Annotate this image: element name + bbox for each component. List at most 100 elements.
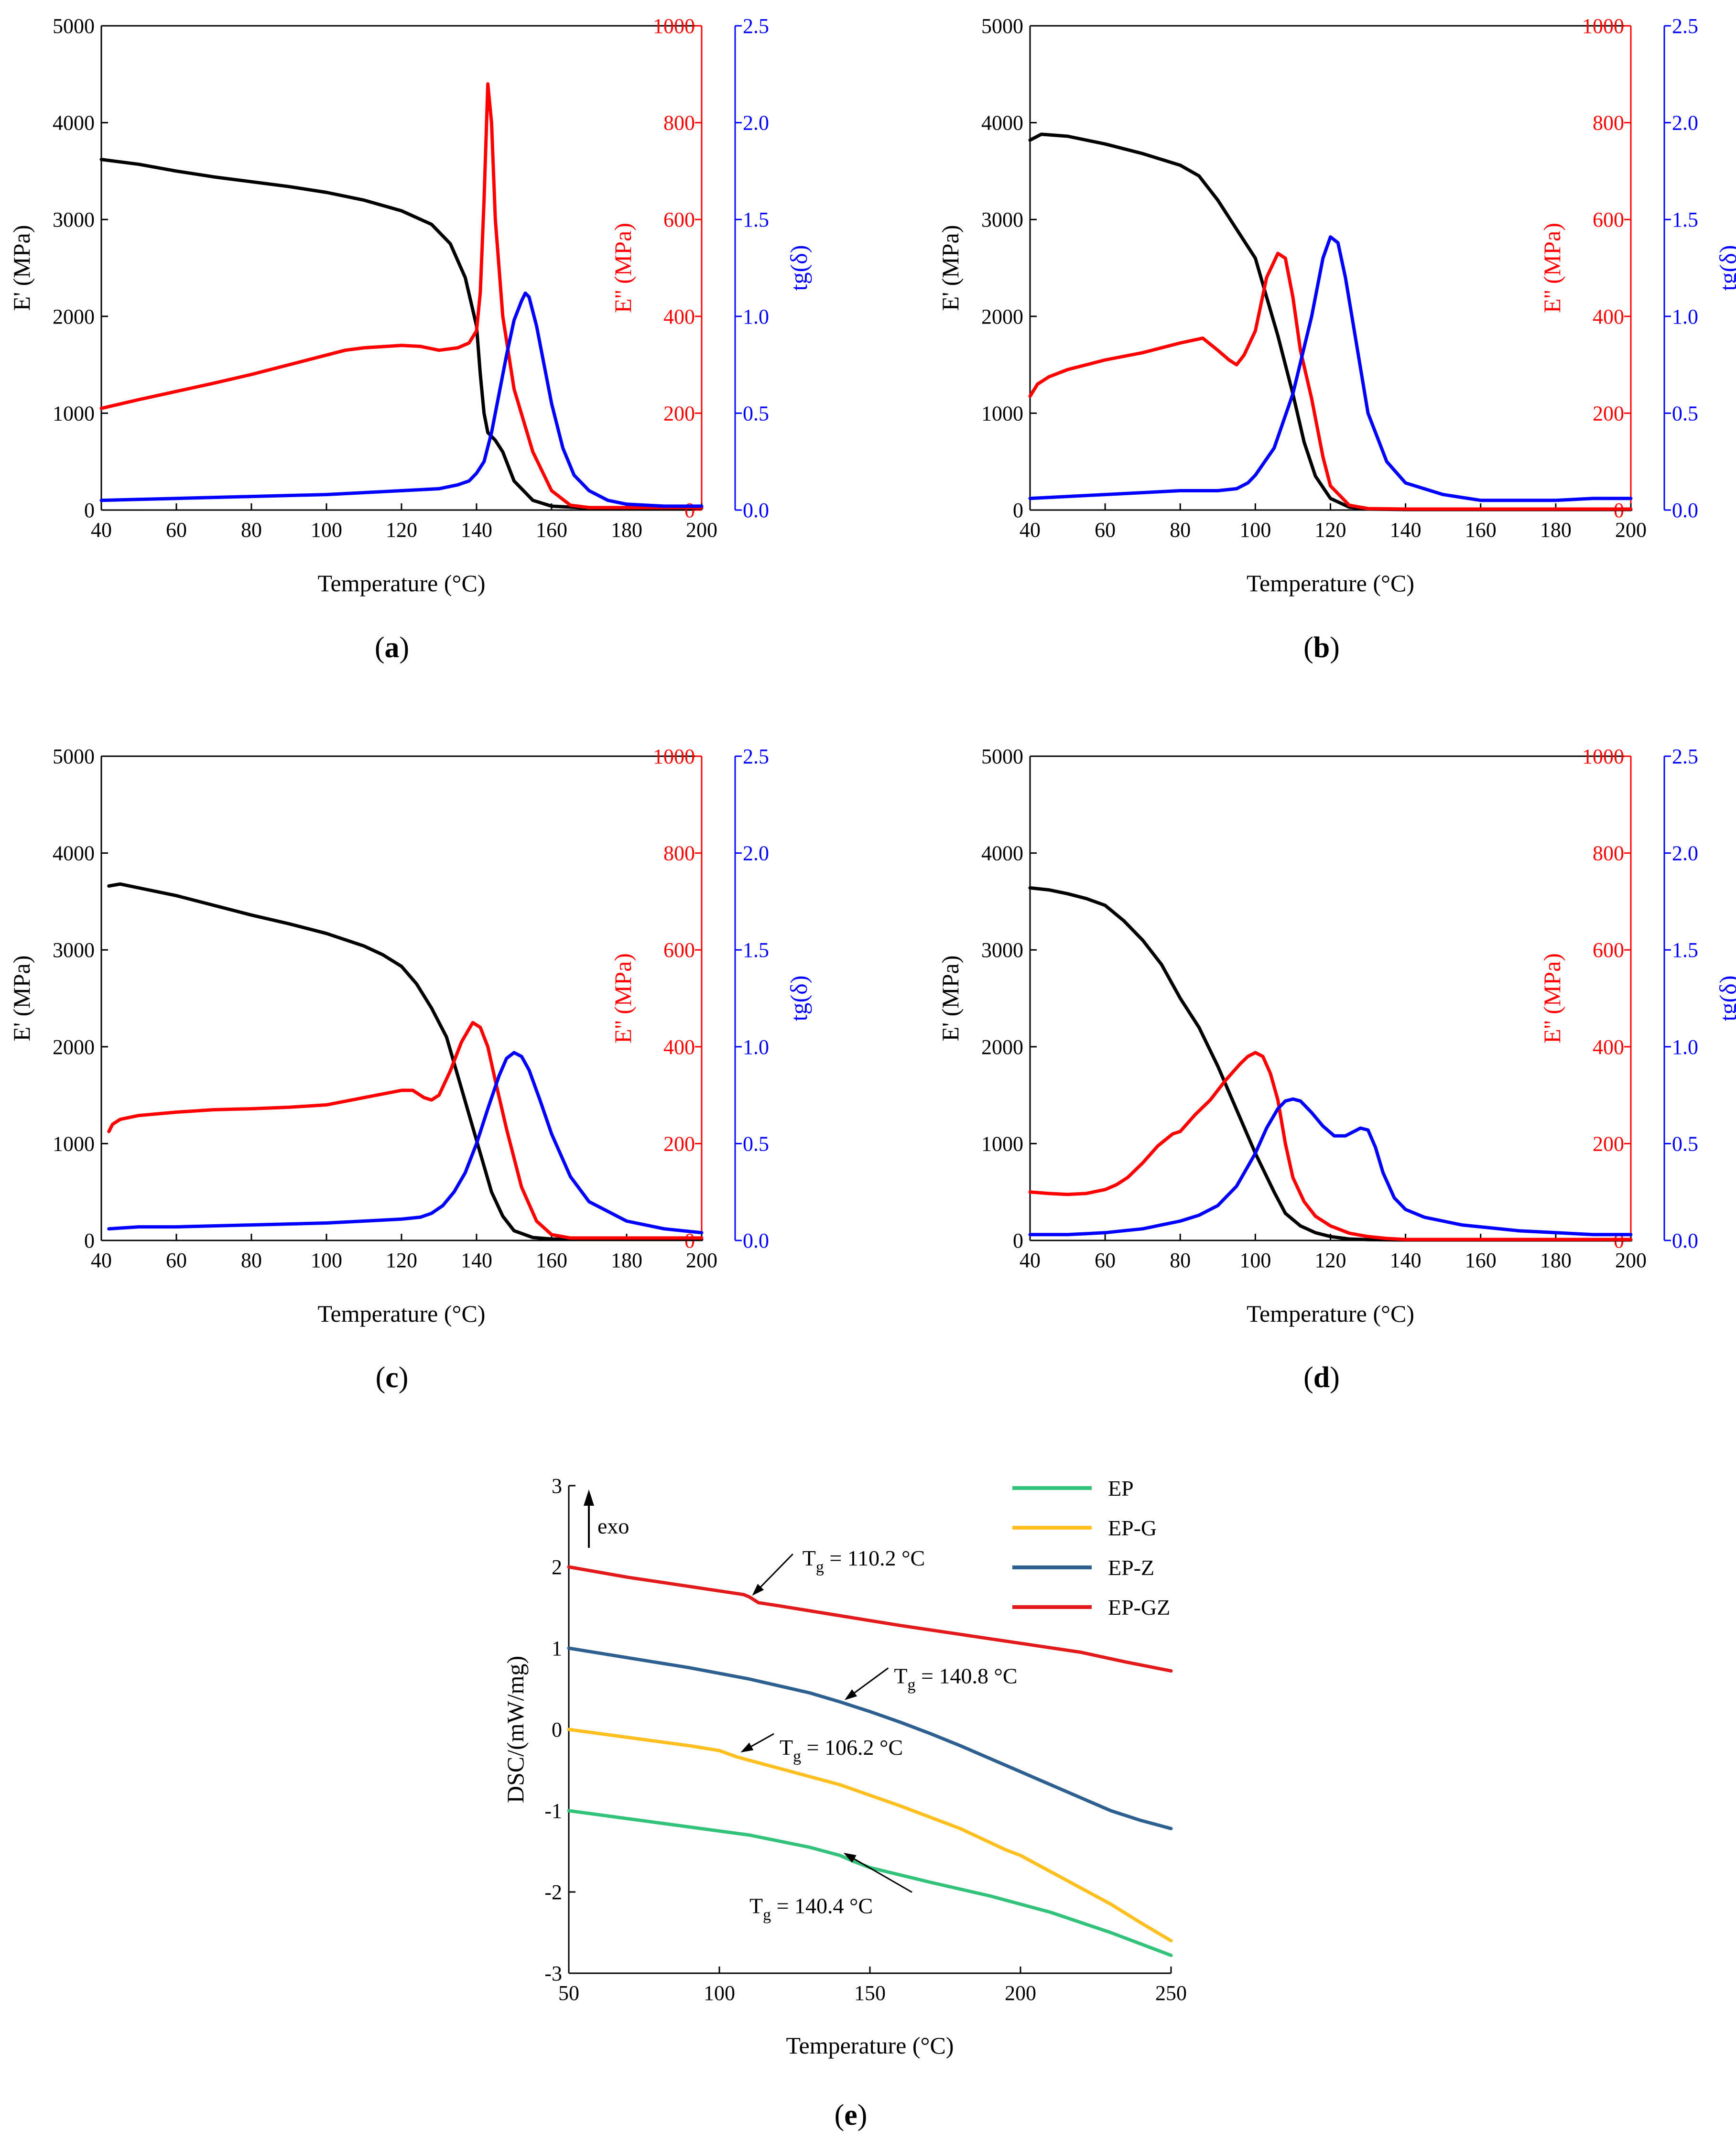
x-tick-label: 180 bbox=[1540, 518, 1572, 542]
y-tick-label: -3 bbox=[544, 1962, 562, 1985]
y-left-tick-label: 4000 bbox=[981, 111, 1023, 135]
annotation-ep-gz: Tg = 110.2 °C bbox=[803, 1546, 925, 1576]
y-right2-tick-label: 2.5 bbox=[1672, 14, 1698, 38]
y-right2-tick-label: 0.0 bbox=[743, 1229, 769, 1252]
annotation-arrow-head bbox=[843, 1852, 857, 1863]
y-right2-tick-label: 1.5 bbox=[743, 208, 769, 231]
y-tick-label: 3 bbox=[552, 1474, 562, 1498]
x-tick-label: 40 bbox=[1020, 518, 1041, 542]
x-tick-label: 60 bbox=[1095, 1249, 1116, 1272]
y-left-tick-label: 1000 bbox=[53, 1132, 95, 1155]
y-right2-tick-label: 1.0 bbox=[1672, 305, 1698, 328]
y-right2-tick-label: 2.0 bbox=[743, 111, 769, 135]
x-tick-label: 200 bbox=[1615, 1249, 1647, 1272]
panel-a: 40 60 80 100 120 140 160 180 2000100020003000400… bbox=[8, 14, 812, 664]
x-tick-label: 80 bbox=[1170, 1249, 1191, 1272]
y-tick-label: -1 bbox=[544, 1799, 562, 1823]
x-tick-label: 200 bbox=[686, 518, 717, 542]
y-left-tick-label: 1000 bbox=[981, 402, 1023, 425]
x-tick-label: 200 bbox=[1615, 518, 1647, 542]
y-left-axis-title: E' (MPa) bbox=[937, 956, 964, 1042]
series-loss-modulus bbox=[99, 82, 704, 510]
y-right1-tick-label: 1000 bbox=[1582, 14, 1624, 38]
y-right1-tick-label: 400 bbox=[1593, 1035, 1624, 1059]
y-right2-axis-title: tg(δ) bbox=[785, 976, 812, 1022]
y-tick-label: 2 bbox=[552, 1555, 562, 1579]
y-left-tick-label: 1000 bbox=[53, 402, 95, 425]
x-tick-label: 140 bbox=[461, 1249, 492, 1272]
y-right1-tick-label: 800 bbox=[663, 111, 695, 135]
series-tan-delta bbox=[1028, 1097, 1633, 1237]
annotation-arrow bbox=[748, 1733, 774, 1749]
x-tick-label: 80 bbox=[241, 518, 262, 542]
x-tick-label: 150 bbox=[854, 1981, 886, 2005]
y-left-tick-label: 4000 bbox=[981, 842, 1023, 865]
y-right2-axis-title: tg(δ) bbox=[1714, 245, 1736, 291]
annotation-ep-g: Tg = 106.2 °C bbox=[780, 1735, 903, 1765]
legend-label: EP-Z bbox=[1108, 1555, 1154, 1580]
y-right1-tick-label: 0 bbox=[684, 499, 695, 522]
y-left-tick-label: 5000 bbox=[53, 745, 95, 768]
x-tick-label: 100 bbox=[311, 518, 342, 542]
legend-label: EP-G bbox=[1108, 1516, 1157, 1540]
y-left-tick-label: 4000 bbox=[53, 842, 95, 865]
y-right2-tick-label: 1.5 bbox=[1672, 208, 1698, 231]
y-right1-tick-label: 600 bbox=[1593, 208, 1624, 231]
y-right2-tick-label: 2.0 bbox=[1672, 111, 1698, 135]
y-right1-tick-label: 1000 bbox=[1582, 745, 1624, 768]
exo-arrow-head bbox=[584, 1489, 594, 1506]
series-ep-gz bbox=[567, 1565, 1173, 1673]
y-axis-title: DSC/(mW/mg) bbox=[502, 1656, 529, 1803]
y-tick-label: 1 bbox=[552, 1637, 562, 1660]
y-right1-tick-label: 600 bbox=[663, 938, 695, 962]
y-right1-tick-label: 200 bbox=[1593, 402, 1624, 425]
y-right2-tick-label: 1.0 bbox=[1672, 1035, 1698, 1059]
series-ep-g bbox=[567, 1728, 1173, 1943]
y-right1-tick-label: 600 bbox=[1593, 938, 1624, 962]
y-right2-tick-label: 2.0 bbox=[743, 842, 769, 865]
y-right2-tick-label: 1.0 bbox=[743, 305, 769, 328]
x-axis-title: Temperature (°C) bbox=[1247, 1300, 1414, 1327]
panel-label: (b) bbox=[1303, 631, 1340, 664]
y-right1-axis-title: E'' (MPa) bbox=[1539, 223, 1565, 313]
x-tick-label: 60 bbox=[1095, 518, 1116, 542]
x-tick-label: 200 bbox=[1005, 1981, 1036, 2005]
y-left-tick-label: 0 bbox=[1013, 1229, 1023, 1252]
y-right2-tick-label: 0.5 bbox=[1672, 402, 1698, 425]
y-right1-axis-title: E'' (MPa) bbox=[609, 953, 636, 1043]
y-right2-tick-label: 0.5 bbox=[743, 402, 769, 425]
y-right1-tick-label: 200 bbox=[663, 1132, 695, 1155]
x-tick-label: 180 bbox=[1540, 1249, 1572, 1272]
x-tick-label: 180 bbox=[611, 1249, 642, 1272]
series-loss-modulus bbox=[107, 1021, 704, 1240]
series-loss-modulus bbox=[1028, 251, 1633, 511]
exo-label: exo bbox=[597, 1514, 629, 1538]
y-left-tick-label: 5000 bbox=[53, 14, 95, 38]
x-tick-label: 160 bbox=[536, 518, 567, 542]
series-storage-modulus bbox=[107, 882, 704, 1241]
y-right1-tick-label: 400 bbox=[663, 305, 695, 328]
series-storage-modulus bbox=[99, 158, 704, 510]
y-right2-tick-label: 2.5 bbox=[1672, 745, 1698, 768]
y-right1-tick-label: 400 bbox=[1593, 305, 1624, 328]
y-right1-tick-label: 1000 bbox=[653, 14, 695, 38]
panel-label: (d) bbox=[1303, 1361, 1340, 1394]
y-right2-tick-label: 0.5 bbox=[743, 1132, 769, 1155]
panel-label: (e) bbox=[835, 2099, 868, 2131]
series-ep-z bbox=[567, 1646, 1173, 1830]
x-axis-title: Temperature (°C) bbox=[317, 570, 485, 597]
y-left-tick-label: 4000 bbox=[53, 111, 95, 135]
series-tan-delta bbox=[99, 291, 704, 508]
x-tick-label: 120 bbox=[1315, 518, 1346, 542]
y-right2-tick-label: 1.0 bbox=[743, 1035, 769, 1059]
annotation-arrow-head bbox=[740, 1742, 754, 1753]
y-left-tick-label: 2000 bbox=[981, 1035, 1023, 1059]
y-left-tick-label: 5000 bbox=[981, 745, 1023, 768]
series-ep bbox=[567, 1809, 1173, 1957]
x-axis-title: Temperature (°C) bbox=[786, 2032, 954, 2059]
y-right2-tick-label: 1.5 bbox=[743, 938, 769, 962]
x-tick-label: 200 bbox=[686, 1249, 717, 1272]
y-left-tick-label: 3000 bbox=[981, 938, 1023, 962]
panel-d: 40 60 80 100 120 140 160 180 2000100020003000400… bbox=[937, 745, 1736, 1394]
legend-label: EP bbox=[1108, 1476, 1134, 1500]
